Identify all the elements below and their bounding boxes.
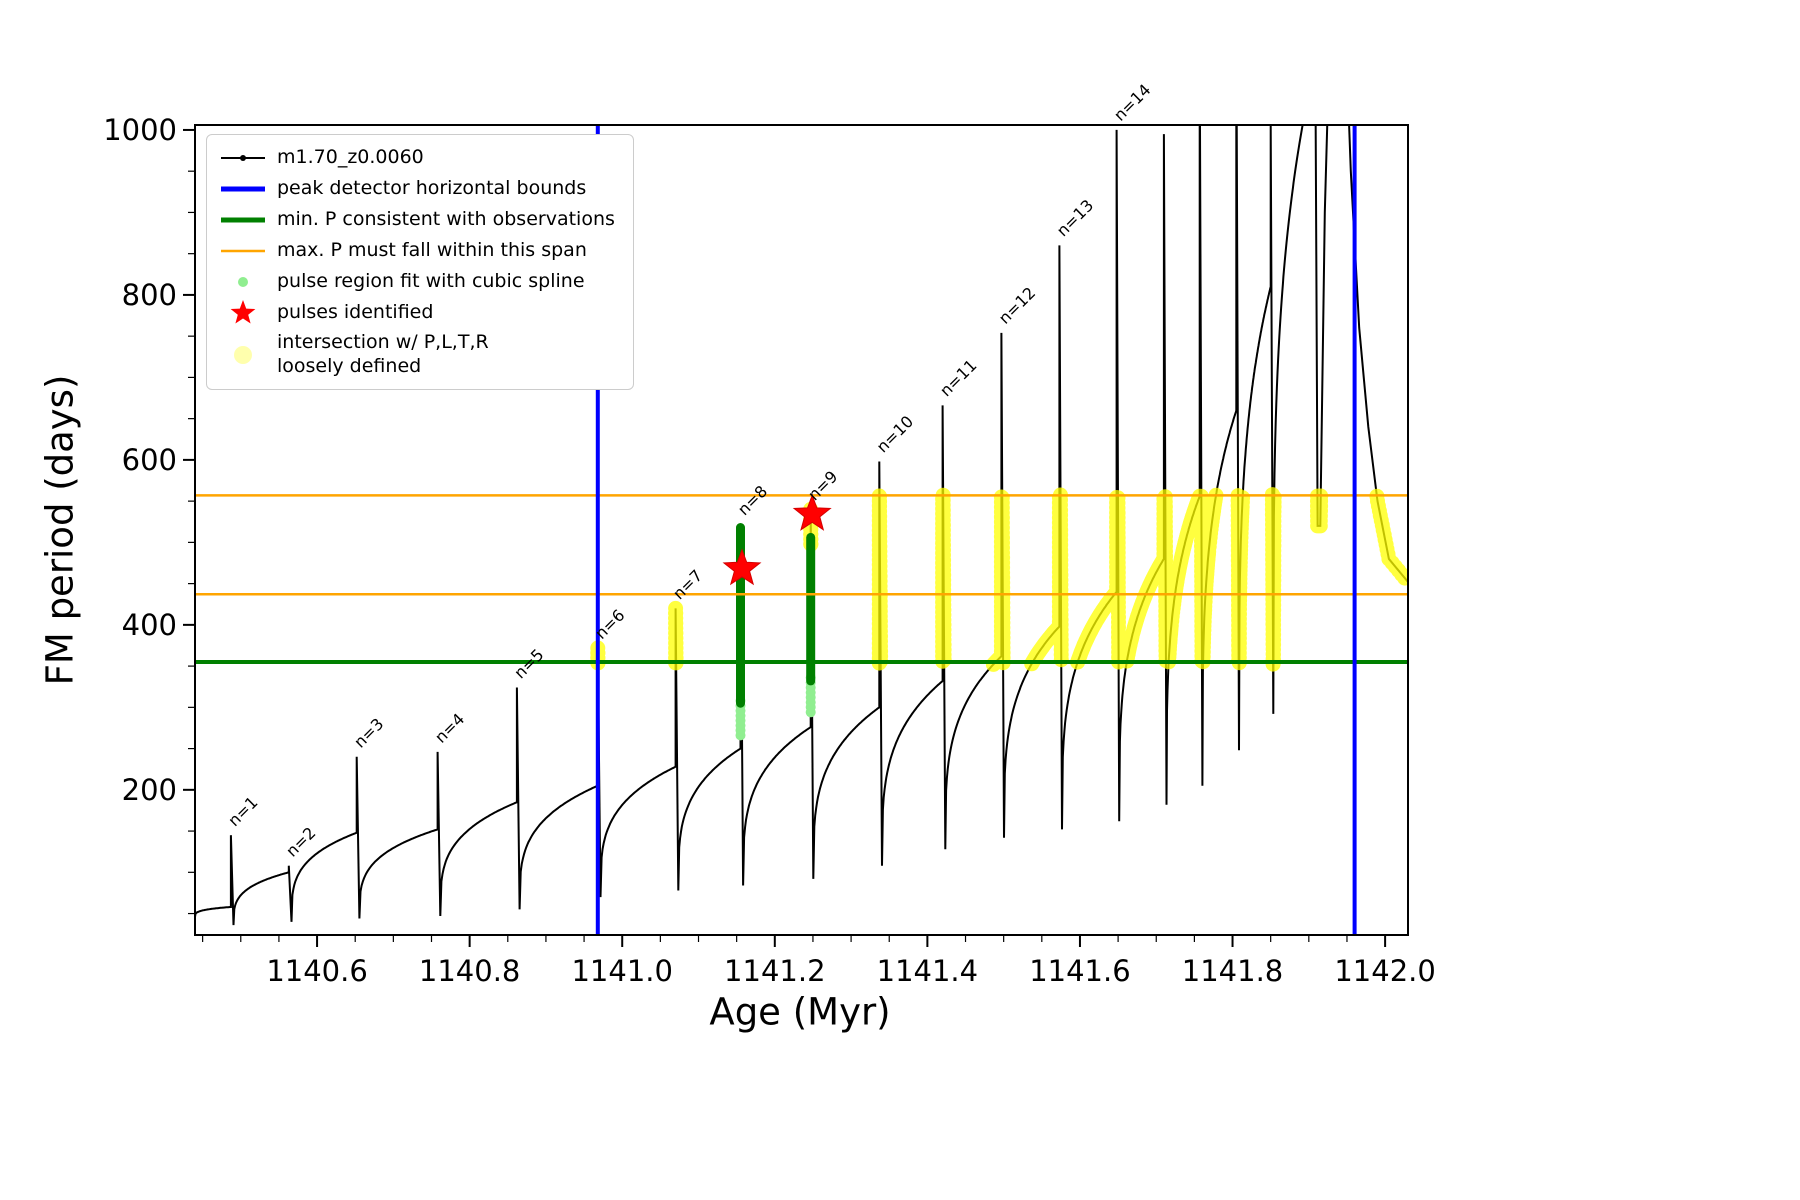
plot-area	[195, 125, 1408, 926]
y-axis-label: FM period (days)	[38, 374, 82, 686]
star-legend-icon	[219, 300, 267, 326]
dot-legend-icon	[219, 269, 267, 295]
legend-item: intersection w/ P,L,T,R loosely defined	[219, 331, 615, 379]
thick-line-legend-icon	[219, 176, 267, 202]
pulse-stars	[722, 493, 832, 586]
svg-text:1142.0: 1142.0	[1334, 954, 1435, 988]
svg-text:n=7: n=7	[669, 566, 706, 603]
pulse-star	[722, 548, 762, 586]
legend-item: pulse region fit with cubic spline	[219, 269, 615, 295]
svg-text:n=4: n=4	[431, 709, 468, 746]
svg-text:1140.6: 1140.6	[266, 954, 367, 988]
intersection-points	[590, 487, 1408, 672]
svg-text:1141.0: 1141.0	[571, 954, 672, 988]
legend-item: m1.70_z0.0060	[219, 145, 615, 171]
svg-text:800: 800	[122, 278, 177, 312]
x-axis-label: Age (Myr)	[709, 990, 891, 1034]
legend-label: pulse region fit with cubic spline	[277, 270, 585, 293]
svg-text:n=12: n=12	[995, 283, 1039, 327]
y-tick-labels: 200 400 600 800 1000	[103, 113, 177, 807]
spline-fit-points	[735, 672, 816, 741]
line-dot-legend-icon	[219, 145, 267, 171]
legend-item: max. P must fall within this span	[219, 238, 615, 264]
legend-item: min. P consistent with observations	[219, 207, 615, 233]
svg-text:n=5: n=5	[510, 645, 547, 682]
svg-text:n=10: n=10	[873, 412, 917, 456]
legend-label: m1.70_z0.0060	[277, 146, 424, 169]
legend-item: peak detector horizontal bounds	[219, 176, 615, 202]
svg-text:200: 200	[122, 773, 177, 807]
pulse-fit-columns	[736, 523, 816, 708]
axis-ticks	[183, 128, 1387, 947]
svg-text:1141.6: 1141.6	[1029, 954, 1130, 988]
svg-text:400: 400	[122, 608, 177, 642]
svg-text:1141.8: 1141.8	[1182, 954, 1283, 988]
thick-line-legend-icon	[219, 207, 267, 233]
svg-text:1140.8: 1140.8	[419, 954, 520, 988]
axes-frame	[194, 124, 1409, 936]
legend-label: pulses identified	[277, 301, 434, 324]
svg-text:n=9: n=9	[804, 467, 841, 504]
svg-text:1141.2: 1141.2	[724, 954, 825, 988]
svg-text:n=8: n=8	[734, 482, 771, 519]
pulse-star	[792, 493, 832, 531]
svg-text:n=1: n=1	[224, 793, 261, 830]
legend-label: max. P must fall within this span	[277, 239, 587, 262]
svg-text:n=11: n=11	[936, 356, 980, 400]
svg-text:n=3: n=3	[350, 714, 387, 751]
svg-text:1141.4: 1141.4	[877, 954, 978, 988]
legend-item: pulses identified	[219, 300, 615, 326]
line-legend-icon	[219, 238, 267, 264]
svg-text:n=14: n=14	[1110, 80, 1154, 124]
legend-label: peak detector horizontal bounds	[277, 177, 587, 200]
big-dot-legend-icon	[219, 342, 267, 368]
legend-label: min. P consistent with observations	[277, 208, 615, 231]
svg-text:1000: 1000	[103, 113, 177, 147]
legend-label: intersection w/ P,L,T,R loosely defined	[277, 331, 489, 377]
svg-text:600: 600	[122, 443, 177, 477]
x-tick-labels: 1140.6 1140.8 1141.0 1141.2 1141.4 1141.6 1141…	[266, 954, 1436, 988]
svg-text:n=13: n=13	[1053, 196, 1097, 240]
